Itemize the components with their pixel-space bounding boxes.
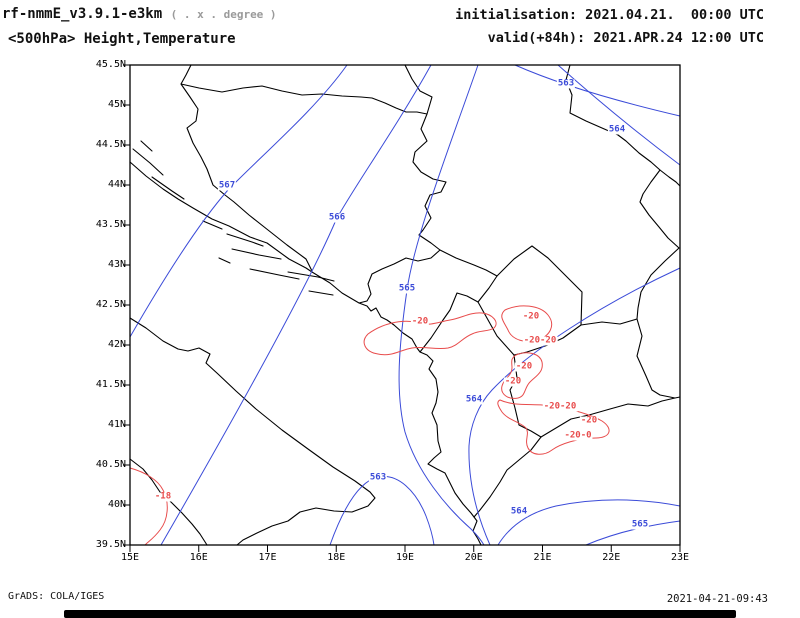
lon-tick-label: 23E <box>670 552 690 563</box>
height-contour-564-ne <box>557 64 681 166</box>
init-time-label: initialisation: 2021.04.21. 00:00 UTC <box>455 7 764 23</box>
height-contour-563-south <box>329 475 435 546</box>
height-contour-563-ne <box>514 64 681 117</box>
temperature-contour-label: -20-20 <box>542 401 578 412</box>
grads-credit: GrADS: COLA/IGES <box>8 591 105 602</box>
lon-tick-label: 15E <box>120 552 140 563</box>
border-serbia-montenegro <box>439 249 498 277</box>
height-contour-label: 564 <box>464 394 484 405</box>
island <box>140 140 153 152</box>
height-contour-566 <box>160 64 432 546</box>
lat-tick-label: 41.5N <box>95 379 126 390</box>
temperature-contour-label: -18 <box>153 491 173 502</box>
product-title: <500hPa> Height,Temperature <box>8 31 236 47</box>
geography-layer <box>129 64 681 546</box>
border-kosovo <box>477 245 583 356</box>
border-serbia-east <box>565 64 680 320</box>
height-contours <box>129 64 681 546</box>
lon-tick-label: 21E <box>533 552 552 563</box>
lat-tick-label: 44N <box>107 179 126 190</box>
height-contour-label: 564 <box>509 506 529 517</box>
temperature-contour-label: -20 <box>521 311 541 322</box>
temperature-contour-label: -20 <box>410 316 430 327</box>
height-contour-564-southeast <box>497 499 681 546</box>
island <box>249 268 300 280</box>
lat-tick-label: 45.5N <box>95 59 126 70</box>
height-contour-567 <box>129 64 348 338</box>
height-contour-565-mid <box>398 64 485 546</box>
lat-tick-label: 43N <box>107 259 126 270</box>
lon-tick-label: 20E <box>464 552 483 563</box>
model-title: rf-nmmE_v3.9.1-e3km ( . x . degree ) <box>2 6 277 22</box>
temp-contour-minus18 <box>129 467 168 546</box>
model-resolution-note: ( . x . degree ) <box>170 8 277 21</box>
height-contour-label: 567 <box>217 180 237 191</box>
border-albania-greece <box>473 436 542 518</box>
island <box>151 176 185 200</box>
lat-tick-label: 45N <box>107 99 126 110</box>
border-serbia-macedonia <box>580 318 638 326</box>
lon-tick-label: 16E <box>189 552 208 563</box>
temperature-contour-label: -20 <box>503 376 523 387</box>
coastline-italy-adriatic <box>129 317 376 546</box>
bottom-bar <box>64 610 736 618</box>
model-name: rf-nmmE_v3.9.1-e3km <box>2 6 163 22</box>
height-contour-label: 564 <box>607 124 627 135</box>
coastline-adriatic <box>129 161 482 546</box>
border-bosnia-west <box>180 64 313 272</box>
peljesac-peninsula <box>287 271 335 282</box>
height-contour-label: 565 <box>397 283 417 294</box>
lat-tick-label: 40N <box>107 499 126 510</box>
border-montenegro-albania <box>419 292 479 353</box>
height-contour-label: 565 <box>630 519 650 530</box>
island <box>226 233 264 247</box>
creation-timestamp: 2021-04-21-09:43 <box>666 593 768 605</box>
temp-contour-minus20-west-loop <box>363 312 497 356</box>
border-danube-stub <box>659 169 681 187</box>
lon-tick-label: 18E <box>327 552 346 563</box>
lon-tick-label: 22E <box>602 552 621 563</box>
dalmatian-islands <box>132 140 335 296</box>
temperature-contour-label: -20 <box>514 361 534 372</box>
lat-tick-label: 39.5N <box>95 539 126 550</box>
lon-tick-label: 19E <box>395 552 415 563</box>
lon-tick-label: 17E <box>258 552 277 563</box>
island <box>231 248 282 260</box>
temperature-contour-label: -20 <box>579 415 599 426</box>
height-contour-label: 563 <box>368 472 388 483</box>
island <box>308 290 334 296</box>
lat-tick-label: 43.5N <box>95 219 126 230</box>
temp-contour-minus20-mid-loop <box>501 352 543 399</box>
lat-tick-label: 42.5N <box>95 299 126 310</box>
lat-tick-label: 41N <box>107 419 126 430</box>
height-contour-564-southeast-inner <box>468 267 681 546</box>
temperature-contour-label: -20-0 <box>563 430 593 441</box>
lat-tick-label: 42N <box>107 339 126 350</box>
lat-tick-label: 40.5N <box>95 459 126 470</box>
island <box>202 220 223 230</box>
island <box>132 148 164 176</box>
border-macedonia-bulgaria <box>636 318 676 399</box>
map-frame <box>129 64 681 546</box>
height-contour-565-southeast <box>585 520 681 546</box>
border-bosnia-north-east <box>180 83 447 304</box>
temperature-contour-label: -20-20 <box>522 335 558 346</box>
valid-time-label: valid(+84h): 2021.APR.24 12:00 UTC <box>487 30 764 46</box>
height-contour-label: 566 <box>327 212 347 223</box>
height-contour-label: 563 <box>556 78 576 89</box>
island <box>218 257 231 264</box>
border-croatia-serbia <box>404 64 433 115</box>
axis-ticks <box>123 64 681 552</box>
lat-tick-label: 44.5N <box>95 139 126 150</box>
border-macedonia-greece <box>540 396 681 438</box>
coastline-italy-tyrrhenian <box>129 458 208 546</box>
